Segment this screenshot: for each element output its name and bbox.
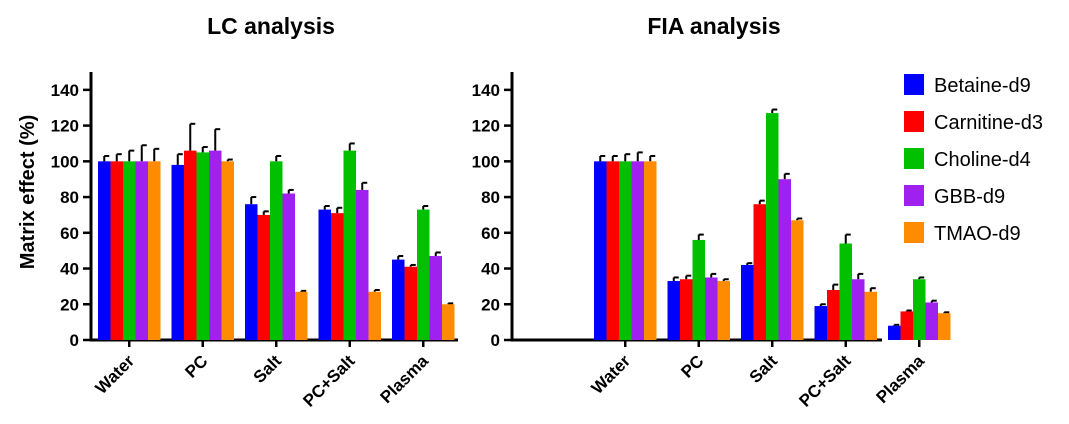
lc-analysis-panel: LC analysis Matrix effect (%) 0 20 40 60 80 1…	[17, 13, 458, 411]
bar	[606, 161, 619, 340]
bar	[705, 277, 718, 340]
y-axis-label: Matrix effect (%)	[17, 115, 39, 269]
bar	[925, 302, 938, 340]
legend-swatch	[904, 222, 924, 243]
x-tick-label: Plasma	[377, 351, 433, 407]
bar	[209, 150, 222, 340]
bar	[295, 291, 308, 340]
legend-label: TMAO-d9	[934, 223, 1021, 245]
x-tick-label: Salt	[250, 351, 286, 387]
bar	[98, 161, 111, 340]
bar	[331, 213, 344, 340]
bar	[753, 204, 766, 340]
legend-swatch	[904, 185, 924, 206]
bar	[717, 281, 730, 340]
y-tick-label: 120	[472, 117, 500, 136]
bar	[343, 150, 356, 340]
y-tick-label: 140	[51, 81, 79, 100]
x-tick-label: Water	[588, 351, 635, 398]
bar	[692, 239, 705, 340]
bar	[644, 161, 657, 340]
bar	[429, 256, 442, 340]
legend-label: Betaine-d9	[934, 75, 1031, 97]
bar	[404, 266, 417, 340]
y-tick-label: 20	[481, 295, 500, 314]
y-tick-label: 20	[60, 295, 79, 314]
y-tick-label: 80	[481, 188, 500, 207]
bar	[368, 291, 381, 340]
x-tick-label: Salt	[746, 351, 782, 387]
bar	[282, 193, 295, 340]
chart-title: FIA analysis	[647, 13, 780, 39]
bar	[110, 161, 123, 340]
bar	[667, 281, 680, 340]
y-tick-label: 60	[481, 224, 500, 243]
x-tick-label: PC	[677, 351, 707, 381]
chart-title: LC analysis	[207, 13, 335, 39]
bar	[864, 291, 877, 340]
y-tick-label: 100	[51, 152, 79, 171]
bar	[594, 161, 607, 340]
bar	[827, 289, 840, 340]
bar	[392, 259, 405, 340]
bar	[938, 313, 951, 340]
legend-label: GBB-d9	[934, 186, 1005, 208]
legend-label: Choline-d4	[934, 149, 1031, 171]
bar	[631, 161, 644, 340]
bar	[417, 209, 430, 340]
y-tick-label: 40	[481, 260, 500, 279]
bar	[839, 243, 852, 340]
legend-swatch	[904, 148, 924, 169]
bar	[257, 214, 270, 340]
bar	[270, 161, 283, 340]
y-tick-label: 80	[60, 188, 79, 207]
legend-label: Carnitine-d3	[934, 112, 1043, 134]
bar	[171, 164, 184, 340]
bar	[814, 306, 827, 340]
x-tick-label: PC+Salt	[795, 351, 854, 410]
bar	[123, 161, 136, 340]
y-tick-label: 100	[472, 152, 500, 171]
legend-swatch	[904, 111, 924, 132]
x-tick-label: Water	[92, 351, 139, 398]
bar	[852, 279, 865, 340]
bar	[913, 279, 926, 340]
x-tick-label: PC	[181, 351, 211, 381]
bar	[318, 209, 331, 340]
legend-swatch	[904, 74, 924, 95]
bar	[791, 220, 804, 340]
bar	[741, 264, 754, 340]
bar	[184, 150, 197, 340]
y-tick-label: 120	[51, 117, 79, 136]
x-tick-label: Plasma	[873, 351, 929, 407]
y-tick-label: 40	[60, 260, 79, 279]
x-tick-label: PC+Salt	[299, 351, 358, 410]
bar	[135, 161, 148, 340]
bar	[680, 279, 693, 340]
bar	[888, 325, 901, 340]
bar	[196, 152, 209, 340]
bar	[245, 204, 258, 340]
y-tick-label: 0	[70, 331, 79, 350]
y-tick-label: 140	[472, 81, 500, 100]
bar	[221, 161, 234, 340]
bar	[778, 179, 791, 340]
bar	[442, 304, 455, 340]
fia-analysis-panel: FIA analysis 0 20 40 60 80 100 120 140 Water PC Sa…	[472, 13, 951, 411]
y-tick-label: 0	[491, 331, 500, 350]
bar	[900, 311, 913, 340]
bar	[148, 161, 161, 340]
legend: Betaine-d9 Carnitine-d3 Choline-d4 GBB-d9 TM…	[904, 74, 1043, 245]
bar	[356, 189, 369, 340]
bar	[766, 113, 779, 341]
y-tick-label: 60	[60, 224, 79, 243]
bar	[619, 161, 632, 340]
